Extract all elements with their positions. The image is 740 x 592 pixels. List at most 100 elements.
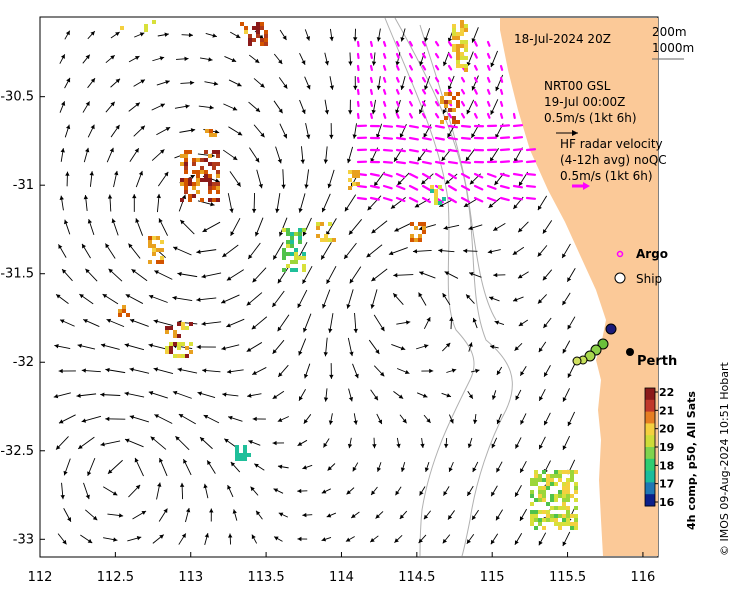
sst-pixel [538, 490, 542, 494]
sst-pixel [434, 193, 438, 197]
current-arrowhead [229, 208, 234, 213]
current-arrowhead [128, 243, 133, 249]
sst-pixel [181, 322, 185, 326]
radar-vector [434, 64, 440, 71]
radar-vector [408, 196, 419, 203]
current-arrowhead [297, 536, 302, 542]
current-arrowhead [256, 510, 261, 516]
current-arrowhead [125, 438, 130, 443]
sst-pixel [152, 20, 156, 24]
current-arrowhead [232, 106, 238, 111]
sst-pixel [209, 133, 213, 137]
sst-pixel [328, 222, 332, 226]
current-arrowhead [442, 109, 447, 114]
sst-pixel [189, 350, 193, 354]
current-arrowhead [83, 195, 89, 200]
radar-vector [421, 184, 432, 192]
current-arrowhead [109, 147, 114, 153]
radar-vector [356, 64, 360, 72]
sst-pixel [448, 100, 452, 104]
colorbar-tick-label: 16 [659, 496, 675, 509]
current-arrowhead [60, 148, 65, 153]
sst-pixel [538, 486, 542, 490]
radar-vector [421, 148, 432, 153]
sst-pixel [566, 486, 570, 490]
radar-vector [499, 76, 504, 83]
radar-vector [460, 136, 472, 140]
current-arrowhead [419, 61, 424, 66]
current-arrowhead [114, 170, 119, 176]
current-arrowhead [400, 85, 405, 90]
current-arrowhead [85, 101, 90, 106]
sst-pixel [534, 474, 538, 478]
sst-pixel [328, 238, 332, 242]
colorbar-swatch [645, 435, 655, 448]
current-arrowhead [209, 105, 214, 110]
sst-pixel [546, 502, 550, 506]
current-arrowhead [297, 488, 302, 494]
sst-pixel [173, 342, 177, 346]
sst-pixel [452, 28, 456, 32]
credit-text: © IMOS 09-Aug-2024 10:51 Hobart [718, 362, 731, 556]
sst-pixel [316, 222, 320, 226]
current-arrowhead [490, 110, 495, 115]
current-arrowhead [255, 231, 260, 237]
sst-pixel [165, 346, 169, 350]
sst-pixel [418, 238, 422, 242]
current-arrowhead [83, 319, 88, 324]
radar-vector [395, 76, 400, 83]
radar-vector [421, 100, 427, 107]
sst-pixel [456, 36, 460, 40]
sst-pixel [239, 457, 243, 461]
current-arrowhead [463, 248, 468, 254]
current-arrowhead [177, 271, 182, 277]
current-arrowhead [53, 394, 59, 399]
current-arrowhead [66, 77, 71, 83]
sst-pixel [122, 309, 126, 313]
current-arrowhead [215, 178, 220, 183]
radar-vector [473, 52, 478, 59]
sst-pixel [302, 268, 306, 272]
sst-pixel [160, 260, 164, 264]
sst-pixel [200, 166, 204, 170]
current-arrowhead [321, 255, 326, 260]
sst-pixel [180, 182, 184, 186]
current-arrowhead [246, 347, 252, 352]
radar-vector [395, 40, 400, 47]
current-arrowhead [111, 218, 116, 224]
sst-pixel [570, 514, 574, 518]
current-arrowhead [491, 395, 497, 400]
y-tick-label: -33 [13, 532, 34, 547]
radar-vector [460, 124, 472, 128]
current-arrowhead [66, 124, 71, 130]
sst-pixel [542, 526, 546, 530]
radar-vector [369, 64, 373, 71]
current-arrowhead [370, 537, 375, 543]
current-arrowhead [442, 61, 448, 67]
sst-pixel [456, 104, 460, 108]
sst-pixel [177, 354, 181, 358]
sst-pixel [550, 506, 554, 510]
sst-pixel [348, 178, 352, 182]
radar-vector [512, 172, 523, 177]
current-arrowhead [418, 538, 423, 544]
current-arrowhead [252, 416, 257, 422]
current-arrowhead [468, 394, 473, 399]
sst-pixel [414, 238, 418, 242]
sst-pixel [184, 190, 188, 194]
current-arrowhead [63, 470, 68, 476]
current-arrowhead [230, 461, 236, 467]
radar-legend-line-3: 0.5m/s (1kt 6h) [560, 169, 653, 183]
current-arrowhead [134, 148, 139, 153]
current-arrowhead [58, 368, 63, 374]
current-arrowhead [200, 437, 205, 442]
current-arrowhead [465, 156, 470, 162]
current-arrowhead [374, 181, 379, 187]
current-arrowhead [129, 415, 135, 420]
sst-pixel [348, 186, 352, 190]
current-arrowhead [394, 157, 399, 162]
current-arrowhead [157, 482, 162, 487]
sst-pixel [247, 453, 251, 457]
colorbar-title: 4h comp, p50, All Sats [685, 391, 698, 530]
sst-pixel [156, 260, 160, 264]
